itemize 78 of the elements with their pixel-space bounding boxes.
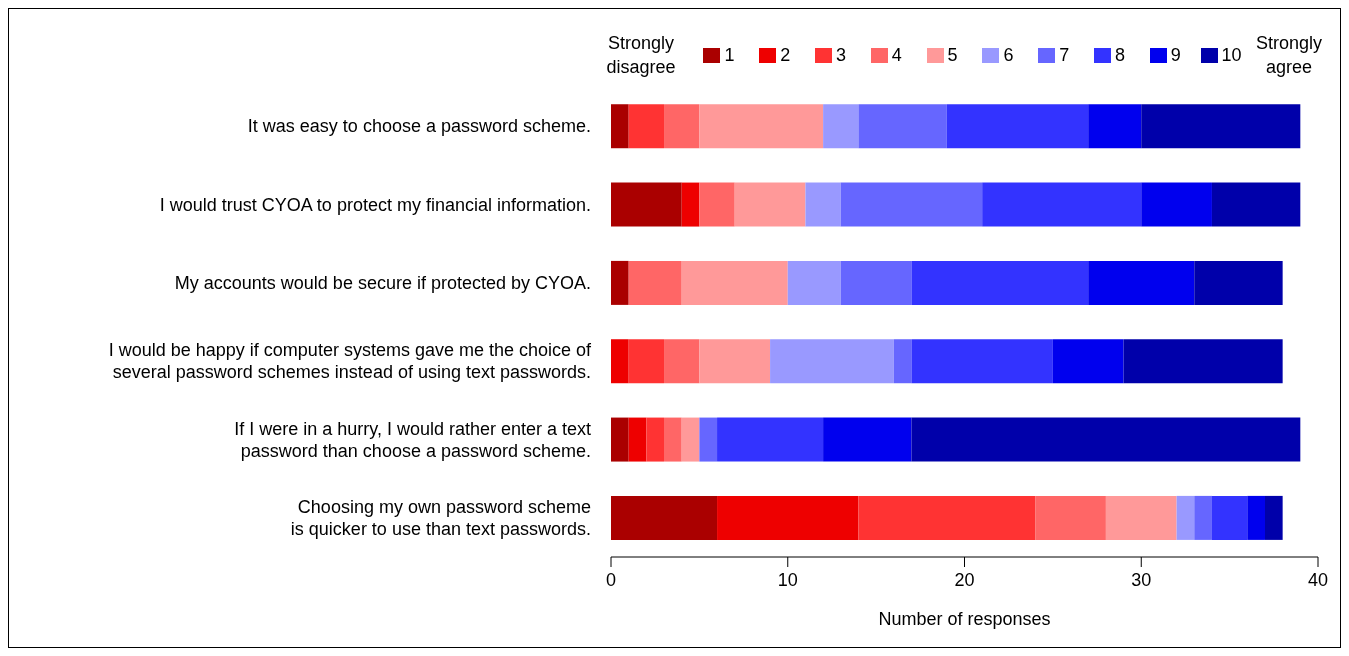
legend-label: 2 [780, 45, 791, 65]
bar [699, 417, 718, 462]
bar [717, 417, 824, 462]
bar [911, 260, 1089, 305]
x-tick-label: 20 [954, 569, 975, 590]
bar [664, 104, 700, 149]
bar [823, 104, 859, 149]
bar [699, 182, 735, 227]
bar [1176, 495, 1195, 540]
legend-label: 4 [891, 45, 902, 65]
text: Strongly agree [1255, 33, 1323, 77]
bar [611, 260, 629, 305]
bar [611, 182, 682, 227]
bar [681, 417, 700, 462]
legend-label: 6 [1003, 45, 1014, 65]
legend-label: 9 [1170, 45, 1181, 65]
bar [911, 339, 1053, 384]
x-axis-title: Number of responses [878, 609, 1051, 629]
bar [982, 182, 1142, 227]
legend-label: 8 [1114, 45, 1125, 65]
bar [858, 104, 947, 149]
y-tick-label: My accounts would be secure if protected by CYOA. [174, 272, 591, 293]
x-tick-label: 10 [777, 569, 798, 590]
bar [1105, 495, 1177, 540]
x-tick-label: 0 [605, 569, 617, 590]
legend-label: 1 [724, 45, 735, 65]
bar [858, 495, 1036, 540]
bar [1052, 339, 1124, 384]
legend-label: 5 [947, 45, 958, 65]
bar [611, 417, 629, 462]
bar [840, 182, 983, 227]
bar [681, 182, 700, 227]
bar [911, 417, 1301, 462]
y-tick-label: I would trust CYOA to protect my financial information. [159, 194, 591, 215]
bar [1088, 260, 1195, 305]
bar [805, 182, 841, 227]
bar [628, 260, 682, 305]
bar [946, 104, 1089, 149]
bar [611, 495, 718, 540]
bar [840, 260, 912, 305]
bar [1123, 339, 1283, 384]
bar [681, 260, 788, 305]
bar [699, 339, 771, 384]
bar [734, 182, 806, 227]
bar [1211, 182, 1301, 227]
bar [1194, 495, 1212, 540]
y-tick-label: It was easy to choose a password scheme. [247, 116, 591, 137]
legend-label: 10 [1221, 45, 1242, 65]
legend-label: 7 [1059, 45, 1070, 65]
bar [664, 417, 682, 462]
bar [628, 417, 647, 462]
bar [1211, 495, 1248, 540]
x-tick-label: 30 [1131, 569, 1152, 590]
bar [823, 417, 912, 462]
bar [1194, 260, 1283, 305]
bar [1247, 495, 1265, 540]
bar [1035, 495, 1106, 540]
bar [1141, 182, 1212, 227]
bar [664, 339, 700, 384]
bar [646, 417, 665, 462]
bar [611, 104, 629, 149]
bar [628, 104, 665, 149]
bar [699, 104, 824, 149]
x-tick-label: 40 [1307, 569, 1329, 590]
text: Strongly disagree [605, 32, 677, 79]
y-tick-label: If I were in a hurry, I would rather enter a text password than choose a password scheme. [234, 418, 591, 461]
bar [611, 339, 629, 384]
bar [1088, 104, 1142, 149]
legend-label: 3 [835, 45, 846, 65]
bar [1141, 104, 1301, 149]
y-tick-label: Choosing my own password scheme is quicker to use than text passwords. [290, 496, 591, 539]
bar [1264, 495, 1283, 540]
bar [628, 339, 665, 384]
y-tick-label: I would be happy if computer systems gave me the choice of several password schemes instead of using text passwords. [108, 340, 592, 383]
bar [787, 260, 841, 305]
bar [893, 339, 912, 384]
bar [717, 495, 859, 540]
bar [770, 339, 894, 384]
